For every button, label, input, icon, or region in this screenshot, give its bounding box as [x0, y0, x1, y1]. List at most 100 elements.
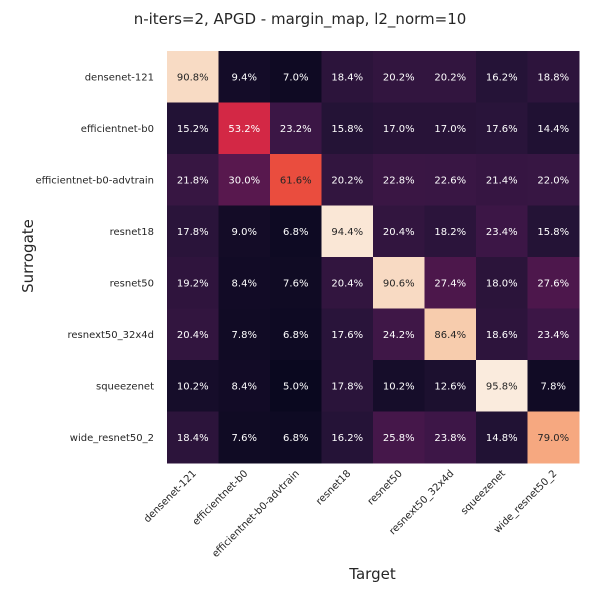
cell-value-label: 7.8%	[541, 381, 566, 392]
heatmap-cell	[321, 154, 374, 206]
cell-value-label: 7.6%	[232, 433, 257, 444]
cell-value-label: 21.4%	[486, 175, 518, 186]
heatmap-cells	[167, 51, 580, 464]
cell-value-label: 6.8%	[283, 433, 308, 444]
heatmap-cell	[270, 257, 322, 309]
cell-value-label: 23.2%	[280, 124, 312, 135]
heatmap-cell	[424, 411, 477, 464]
cell-value-label: 18.4%	[177, 433, 209, 444]
heatmap-cell	[167, 51, 219, 103]
cell-value-label: 17.6%	[486, 124, 518, 135]
cell-value-label: 22.0%	[537, 175, 569, 186]
heatmap-cell	[218, 205, 271, 258]
cell-value-label: 14.8%	[486, 433, 518, 444]
heatmap-cell	[270, 154, 322, 206]
cell-value-label: 8.4%	[232, 278, 257, 289]
heatmap-cell	[476, 308, 528, 361]
cell-value-label: 9.0%	[232, 227, 257, 238]
y-axis-label: Surrogate	[19, 219, 37, 293]
cell-value-label: 19.2%	[177, 278, 209, 289]
heatmap-cell	[167, 308, 219, 361]
x-tick-label: densenet-121	[142, 468, 199, 525]
heatmap-cell	[373, 308, 425, 361]
cell-value-label: 17.6%	[331, 330, 363, 341]
cell-value-label: 9.4%	[232, 72, 257, 83]
heatmap-cell	[373, 51, 425, 103]
cell-value-label: 79.0%	[537, 433, 569, 444]
heatmap-cell	[527, 411, 580, 464]
x-tick-label: resnet50	[366, 468, 405, 507]
heatmap-cell	[424, 154, 477, 206]
cell-value-label: 23.4%	[537, 330, 569, 341]
heatmap-cell	[218, 308, 271, 361]
heatmap-cell	[424, 51, 477, 103]
cell-value-label: 15.2%	[177, 124, 209, 135]
y-tick-label: efficientnet-b0	[81, 124, 154, 135]
cell-value-label: 20.4%	[177, 330, 209, 341]
cell-value-label: 15.8%	[331, 124, 363, 135]
heatmap-cell	[424, 308, 477, 361]
cell-value-label: 16.2%	[486, 72, 518, 83]
heatmap-cell	[527, 102, 580, 155]
cell-value-label: 20.4%	[331, 278, 363, 289]
cell-value-label: 20.2%	[383, 72, 415, 83]
cell-value-label: 23.4%	[486, 227, 518, 238]
cell-value-label: 21.8%	[177, 175, 209, 186]
heatmap-cell	[527, 205, 580, 258]
y-tick-label: squeezenet	[96, 381, 154, 392]
heatmap-cell	[270, 51, 322, 103]
heatmap-cell	[167, 102, 219, 155]
cell-value-label: 7.6%	[283, 278, 308, 289]
cell-value-labels: 90.8% 9.4% 7.0% 18.4% 20.2% 20.2% 16.2% 18.8% 15…	[177, 72, 569, 444]
heatmap-cell	[218, 411, 271, 464]
heatmap-cell	[270, 205, 322, 258]
cell-value-label: 6.8%	[283, 227, 308, 238]
cell-value-label: 27.6%	[537, 278, 569, 289]
heatmap-cell	[321, 308, 374, 361]
cell-value-label: 17.8%	[177, 227, 209, 238]
heatmap-cell	[270, 102, 322, 155]
heatmap-cell	[527, 51, 580, 103]
cell-value-label: 7.8%	[232, 330, 257, 341]
heatmap-cell	[321, 257, 374, 309]
cell-value-label: 27.4%	[434, 278, 466, 289]
heatmap-cell	[424, 360, 477, 412]
cell-value-label: 90.6%	[383, 278, 415, 289]
heatmap-cell	[167, 205, 219, 258]
cell-value-label: 86.4%	[434, 330, 466, 341]
cell-value-label: 12.6%	[434, 381, 466, 392]
heatmap-cell	[218, 257, 271, 309]
cell-value-label: 20.2%	[434, 72, 466, 83]
heatmap-cell	[270, 411, 322, 464]
cell-value-label: 15.8%	[537, 227, 569, 238]
y-tick-label: resnet50	[110, 278, 154, 289]
cell-value-label: 14.4%	[537, 124, 569, 135]
cell-value-label: 8.4%	[232, 381, 257, 392]
y-tick-label: resnet18	[110, 227, 154, 238]
heatmap-cell	[476, 154, 528, 206]
y-tick-label: resnext50_32x4d	[68, 330, 154, 341]
cell-value-label: 18.6%	[486, 330, 518, 341]
x-tick-label: squeezenet	[459, 468, 508, 517]
cell-value-label: 18.2%	[434, 227, 466, 238]
heatmap-cell	[373, 257, 425, 309]
heatmap-cell	[321, 205, 374, 258]
heatmap-cell	[373, 360, 425, 412]
cell-value-label: 20.2%	[331, 175, 363, 186]
cell-value-label: 30.0%	[228, 175, 260, 186]
cell-value-label: 7.0%	[283, 72, 308, 83]
cell-value-label: 95.8%	[486, 381, 518, 392]
cell-value-label: 22.8%	[383, 175, 415, 186]
heatmap-cell	[218, 360, 271, 412]
heatmap-cell	[373, 411, 425, 464]
x-axis-label: Target	[348, 565, 396, 583]
heatmap-cell	[167, 360, 219, 412]
cell-value-label: 18.0%	[486, 278, 518, 289]
heatmap-cell	[476, 205, 528, 258]
cell-value-label: 90.8%	[177, 72, 209, 83]
cell-value-label: 24.2%	[383, 330, 415, 341]
x-tick-label: efficientnet-b0-advtrain	[210, 468, 302, 560]
cell-value-label: 22.6%	[434, 175, 466, 186]
heatmap-cell	[321, 360, 374, 412]
